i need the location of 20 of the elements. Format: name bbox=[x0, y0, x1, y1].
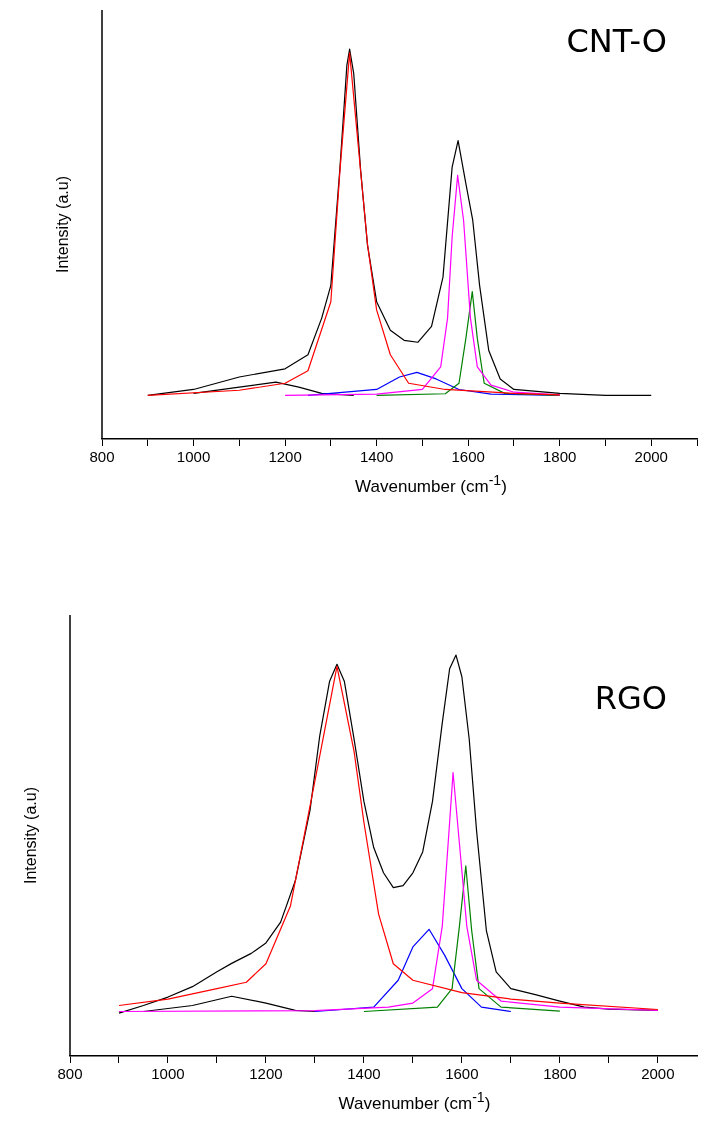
x-tick-label: 2000 bbox=[641, 1064, 675, 1082]
x-tick-label: 1200 bbox=[268, 448, 302, 466]
x-tick-label: 1000 bbox=[176, 448, 211, 466]
x-tick-label: 1800 bbox=[543, 448, 577, 466]
x-tick-label: 1800 bbox=[543, 1064, 577, 1082]
x-tick-label: 2000 bbox=[634, 448, 668, 466]
x-tick-label: 1400 bbox=[359, 448, 394, 466]
annotation: CNT-O bbox=[566, 22, 667, 61]
x-tick-label: 800 bbox=[57, 1064, 83, 1082]
x-tick-label: 1400 bbox=[347, 1064, 381, 1082]
y-axis-title: Intensity (a.u) bbox=[22, 786, 40, 884]
annotation: RGO bbox=[594, 678, 667, 717]
x-tick-label: 1600 bbox=[451, 448, 485, 466]
x-tick-label: 1200 bbox=[249, 1064, 283, 1082]
y-axis-title: Intensity (a.u) bbox=[54, 176, 72, 273]
x-tick-label: 1000 bbox=[151, 1064, 185, 1082]
x-tick-label: 1600 bbox=[445, 1064, 479, 1082]
x-axis-title: Wavenumber (cm$^{-1}$) bbox=[354, 472, 508, 497]
x-axis-title: Wavenumber (cm$^{-1}$) bbox=[337, 1088, 492, 1114]
x-tick-label: 800 bbox=[89, 448, 115, 466]
